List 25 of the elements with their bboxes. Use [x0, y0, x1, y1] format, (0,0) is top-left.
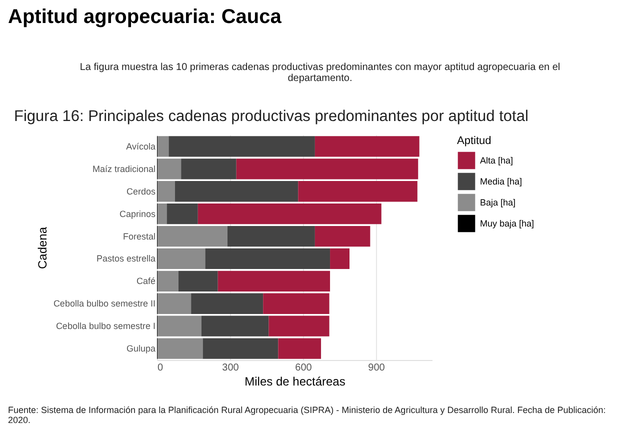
y-tick-label: Forestal — [122, 231, 156, 242]
chart-subtitle: La figura muestra las 10 primeras cadenas productivas predominantes con mayor aptitud agropecuaria en el departamento. — [78, 62, 562, 84]
y-tick-label: Café — [136, 276, 156, 286]
text: Figura 16: Principales cadenas productivas predominantes por aptitud total — [14, 108, 528, 126]
y-tick-label: Pastos estrella — [96, 254, 156, 264]
x-tick-label: 600 — [295, 362, 312, 374]
y-tick-label: Cerdos — [126, 186, 156, 196]
y-axis-title: Cadena — [35, 226, 50, 270]
y-tick-label: Gulupa — [126, 344, 156, 354]
x-tick-label: 900 — [368, 362, 386, 374]
y-tick-label: Caprinos — [119, 208, 156, 219]
legend-label: Media [ha] — [480, 176, 522, 186]
y-tick-label: Cebolla bulbo semestre I — [56, 321, 156, 332]
legend-label: Muy baja [ha] — [480, 218, 534, 228]
y-tick-label: Cebolla bulbo semestre II — [53, 298, 156, 309]
legend-label: Baja [ha] — [480, 198, 516, 208]
legend-label: Alta [ha] — [480, 156, 514, 166]
source-note: Fuente: Sistema de Información para la Planificación Rural Agropecuaria (SIPRA) - Ministerio de Agricultura y Desarrollo Rural. Fecha de Publicación: 2020. — [8, 405, 607, 425]
chart-title: Aptitud agropecuaria: Cauca — [8, 6, 282, 29]
x-axis-title: Miles de hectáreas — [244, 374, 346, 388]
x-tick-label: 0 — [158, 362, 164, 374]
y-tick-label: Avícola — [126, 141, 156, 152]
legend-title: Aptitud — [457, 135, 492, 147]
y-tick-label: Maíz tradicional — [92, 164, 156, 174]
x-tick-label: 300 — [222, 362, 240, 374]
